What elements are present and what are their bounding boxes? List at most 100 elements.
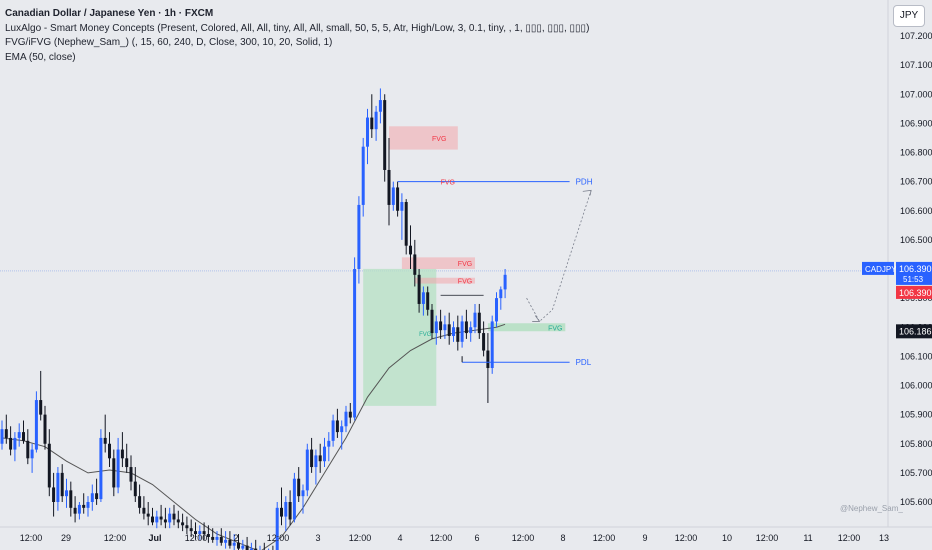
candle-body — [60, 472, 64, 497]
candle-body — [387, 169, 391, 205]
price-tick-label: 106.500 — [900, 235, 932, 245]
time-tick-label: 10 — [722, 533, 732, 543]
pdh-label: PDH — [576, 178, 593, 187]
candle-body — [172, 513, 176, 520]
candle-body — [348, 411, 352, 418]
time-tick-label: 12:00 — [104, 533, 127, 543]
time-tick-label: 2 — [233, 533, 238, 543]
candle-body — [34, 400, 38, 450]
time-tick-label: 12:00 — [430, 533, 453, 543]
candle-body — [26, 440, 30, 459]
candle-body — [383, 100, 387, 170]
candle-body — [482, 333, 486, 351]
time-tick-label: 8 — [560, 533, 565, 543]
fvg-zone-bear-3 — [414, 277, 475, 284]
candle-body — [486, 350, 490, 369]
time-axis: 12:00 29 12:00 Jul 12:00 2 12:00 3 12:00 4 12:00 6 1… — [20, 533, 889, 543]
candle-body — [292, 478, 296, 520]
candle-body — [245, 545, 249, 550]
current-price-label: 106.186 — [899, 326, 932, 336]
indicator-smc[interactable]: LuxAlgo - Smart Money Concepts (Present,… — [5, 22, 590, 34]
candle-body — [439, 321, 443, 331]
candle-body — [219, 536, 223, 543]
projection-path — [526, 190, 592, 323]
candle-body — [249, 548, 253, 550]
fvg-label-2: FVG — [441, 180, 455, 187]
time-tick-label: 12:00 — [838, 533, 861, 543]
candle-body — [409, 245, 412, 255]
symbol-tag — [862, 261, 894, 275]
candle-body — [69, 490, 73, 508]
symbol-title[interactable]: Canadian Dollar / Japanese Yen · 1h · FX… — [5, 8, 214, 19]
price-tick-label: 105.600 — [900, 497, 932, 507]
candle-body — [314, 455, 318, 468]
candle-body — [378, 100, 382, 112]
price-tick-label: 105.900 — [900, 410, 932, 420]
candle-body — [30, 449, 34, 459]
candle-body — [447, 324, 451, 336]
countdown-label: 51:53 — [903, 275, 924, 284]
candle-body — [323, 446, 326, 462]
bullish-zone — [363, 268, 437, 406]
candle-body — [103, 437, 107, 444]
indicator-fvg[interactable]: FVG/iFVG (Nephew_Sam_) (, 15, 60, 240, D… — [5, 37, 333, 48]
candle-body — [301, 490, 305, 497]
fvg-label-6: FVG — [419, 332, 432, 338]
candle-body — [108, 443, 111, 459]
candle-body — [310, 449, 314, 468]
candle-body — [95, 493, 99, 500]
price-tick-label: 106.000 — [900, 381, 932, 391]
indicator-ema[interactable]: EMA (50, close) — [5, 51, 76, 63]
candle-body — [275, 507, 279, 550]
candle-body — [90, 493, 94, 502]
time-tick-label: 9 — [642, 533, 647, 543]
candle-body — [357, 204, 361, 269]
price-tick-label: 106.800 — [900, 148, 932, 158]
candle-body — [159, 516, 163, 520]
candle-body — [464, 321, 468, 334]
current-price-tag — [896, 324, 932, 339]
candle-body — [163, 519, 167, 523]
candle-body — [473, 312, 477, 328]
fvg-label-4: FVG — [458, 279, 472, 286]
candle-body — [335, 420, 339, 433]
candle-body — [9, 437, 13, 450]
time-tick-label: 29 — [61, 533, 71, 543]
candle-body — [284, 502, 288, 517]
candle-body — [211, 536, 215, 540]
fvg-label-5: FVG — [548, 325, 562, 332]
candle-body — [39, 400, 43, 415]
candle-body — [456, 327, 460, 342]
candle-body — [215, 536, 219, 540]
candle-body — [254, 548, 258, 550]
candle-body — [116, 449, 120, 488]
candle-body — [280, 507, 283, 517]
time-tick-label: 12:00 — [675, 533, 698, 543]
price-tick-label: 107.200 — [900, 31, 932, 41]
candle-body — [0, 429, 4, 444]
candle-body — [52, 487, 56, 502]
time-tick-label: 12:00 — [185, 533, 208, 543]
candle-body — [297, 478, 301, 497]
price-tick-label: 105.800 — [900, 439, 932, 449]
candle-body — [185, 525, 189, 529]
candle-body — [129, 467, 133, 482]
currency-button[interactable]: JPY — [893, 5, 925, 27]
candle-body — [151, 516, 154, 523]
candle-body — [499, 289, 503, 299]
candle-body — [353, 269, 357, 418]
fvg-label-1: FVG — [432, 136, 446, 143]
candle-body — [503, 274, 507, 290]
fvg-label-3: FVG — [458, 261, 472, 268]
price-tick-label: 107.000 — [900, 89, 932, 99]
candle-body — [99, 437, 103, 500]
candle-body — [366, 117, 369, 147]
time-tick-label: 6 — [474, 533, 479, 543]
time-tick-label: 12:00 — [756, 533, 779, 543]
candle-body — [434, 321, 438, 334]
candle-body — [469, 327, 473, 334]
projection-arrow-mid — [532, 315, 541, 322]
candle-body — [82, 504, 86, 508]
